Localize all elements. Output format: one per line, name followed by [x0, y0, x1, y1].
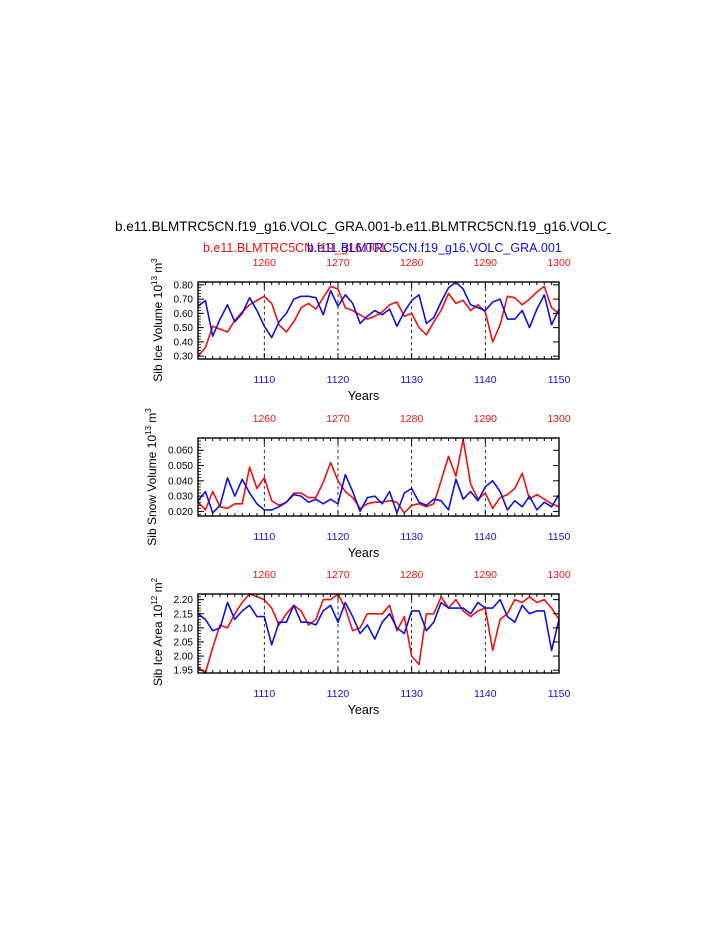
y-tick-label: 2.20 [174, 595, 194, 606]
y-label-exponent: 13 [150, 276, 159, 285]
plot-frame [197, 437, 560, 517]
chart-panel-3: 1110 1120 1130 1140 1150 1260 1270 1280 1290 1300… [150, 569, 571, 717]
x-top-tick-label-1300: 1300 [547, 569, 571, 581]
series-line-red [197, 593, 560, 674]
y-tick-label: 2.05 [174, 637, 194, 648]
y-label-exponent: 12 [150, 595, 159, 604]
y-label-unit: m [151, 263, 165, 276]
y-tick-label: 0.020 [168, 507, 193, 518]
y-axis-label: Sib Ice Volume 1013 m3 [150, 258, 165, 382]
x-axis-label: Years [348, 546, 380, 560]
series-line-blue [197, 281, 560, 339]
y-label-exponent: 13 [144, 426, 153, 435]
y-tick-label: 2.00 [174, 652, 194, 663]
y-tick-label: 0.60 [174, 309, 194, 320]
y-tick-label: 2.10 [174, 623, 194, 634]
series-line-blue [197, 598, 560, 652]
x-tick-label-1140: 1140 [474, 688, 497, 700]
x-top-tick-label-1300: 1300 [547, 257, 571, 269]
x-top-tick-label-1270: 1270 [326, 569, 350, 581]
y-tick-label: 0.030 [168, 492, 193, 503]
y-tick-label: 0.70 [174, 295, 194, 306]
x-tick-label-1120: 1120 [327, 688, 350, 700]
y-tick-label: 0.40 [174, 337, 194, 348]
y-tick-label: 0.050 [168, 461, 193, 472]
x-tick-label-1110: 1110 [253, 531, 275, 543]
series-line-blue [197, 473, 560, 514]
x-tick-label-1120: 1120 [327, 374, 350, 386]
subtitle-red: b.e11.BLMTRC5CN.f19_g16.001 [203, 241, 387, 255]
y-label-text: Sib Snow Volume 10 [145, 435, 159, 546]
y-tick-label: 0.80 [174, 280, 194, 291]
plot-frame [197, 281, 560, 360]
y-label-unit-exponent: 2 [150, 577, 159, 582]
x-tick-label-1150: 1150 [548, 688, 571, 700]
subtitle-blue: b.e11.BLMTRC5CN.f19_g16.VOLC_GRA.001 [307, 241, 562, 255]
x-axis-label: Years [348, 703, 380, 717]
y-tick-label: 0.060 [168, 446, 193, 457]
x-top-tick-label-1260: 1260 [253, 257, 277, 269]
y-label-text: Sib Ice Volume 10 [151, 285, 165, 382]
y-label-unit-exponent: 3 [144, 408, 153, 413]
y-tick-label: 2.15 [174, 609, 194, 620]
x-top-tick-label-1270: 1270 [326, 257, 350, 269]
x-tick-label-1130: 1130 [400, 374, 423, 386]
chart-panel-1: 1110 1120 1130 1140 1150 1260 1270 1280 1290 1300… [150, 257, 571, 403]
x-top-tick-label-1290: 1290 [474, 569, 498, 581]
x-top-tick-label-1290: 1290 [474, 413, 498, 425]
y-tick-label: 0.040 [168, 476, 193, 487]
y-tick-label: 0.50 [174, 323, 194, 334]
y-axis-label: Sib Snow Volume 1013 m3 [144, 408, 159, 546]
x-tick-label-1150: 1150 [548, 374, 571, 386]
y-label-text: Sib Ice Area 10 [151, 604, 165, 686]
x-top-tick-label-1300: 1300 [547, 413, 571, 425]
x-tick-label-1110: 1110 [253, 374, 275, 386]
x-top-tick-label-1280: 1280 [400, 569, 424, 581]
x-tick-label-1120: 1120 [327, 531, 350, 543]
series-line-red [197, 438, 560, 514]
x-tick-label-1150: 1150 [548, 531, 571, 543]
x-tick-label-1110: 1110 [253, 688, 275, 700]
y-axis-label: Sib Ice Area 1012 m2 [150, 577, 165, 686]
x-top-tick-label-1270: 1270 [326, 413, 350, 425]
x-tick-label-1140: 1140 [474, 531, 497, 543]
y-tick-label: 1.95 [174, 666, 194, 677]
y-label-unit: m [145, 413, 159, 426]
plot-frame [197, 593, 560, 674]
x-top-tick-label-1280: 1280 [400, 257, 424, 269]
main-title: b.e11.BLMTRC5CN.f19_g16.VOLC_GRA.001-b.e… [115, 219, 611, 234]
x-tick-label-1140: 1140 [474, 374, 497, 386]
y-label-unit: m [151, 582, 165, 595]
series-line-red [197, 285, 560, 357]
x-axis-label: Years [348, 389, 380, 403]
x-top-tick-label-1290: 1290 [474, 257, 498, 269]
x-top-tick-label-1280: 1280 [400, 413, 424, 425]
chart-panel-2: 1110 1120 1130 1140 1150 1260 1270 1280 1290 1300… [144, 408, 571, 560]
x-tick-label-1130: 1130 [400, 531, 423, 543]
x-top-tick-label-1260: 1260 [253, 413, 277, 425]
x-tick-label-1130: 1130 [400, 688, 423, 700]
y-tick-label: 0.30 [174, 352, 194, 363]
x-top-tick-label-1260: 1260 [253, 569, 277, 581]
y-label-unit-exponent: 3 [150, 258, 159, 263]
